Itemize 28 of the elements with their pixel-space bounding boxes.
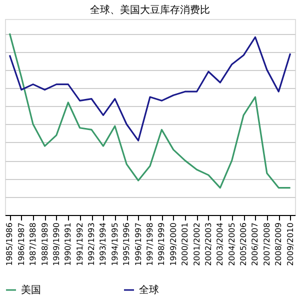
x-tick-label: 2000/2001 [180,222,190,266]
legend-label: 美国 [21,284,41,296]
x-tick-label: 2003/2004 [216,222,225,266]
x-tick-label: 1989/1990 [52,222,61,266]
x-tick-label: 2001/2002 [192,222,202,266]
x-tick-label: 2004/2005 [227,222,236,266]
x-tick-label: 1997/1998 [146,222,154,266]
chart-title: 全球、美国大豆库存消费比 [90,4,210,16]
x-tick-label: 1995/1996 [122,222,132,266]
x-tick-label: 2008/2009 [274,222,284,266]
x-tick-label: 1993/1994 [98,222,108,266]
x-tick-label: 2009/2010 [286,222,295,266]
x-tick-label: 1985/1986 [5,222,14,266]
x-tick-label: 2005/2006 [239,222,248,266]
x-tick-label: 2006/2007 [250,222,260,266]
x-tick-label: 1999/2000 [168,222,178,266]
x-tick-label: 1987/1988 [28,222,38,266]
x-tick-label: 1986/1987 [16,222,26,266]
x-tick-label: 2002/2003 [204,222,213,266]
x-tick-label: 1998/1999 [157,222,166,266]
x-tick-label: 1996/1997 [134,222,143,266]
x-tick-label: 1991/1992 [75,222,84,266]
legend-label: 全球 [139,284,159,296]
x-tick-label: 1990/1991 [64,222,73,266]
x-tick-label: 1988/1989 [40,222,50,266]
x-tick-label: 2007/2008 [262,222,272,266]
x-tick-label: 1992/1993 [87,222,96,266]
x-tick-label: 1994/1995 [110,222,120,266]
